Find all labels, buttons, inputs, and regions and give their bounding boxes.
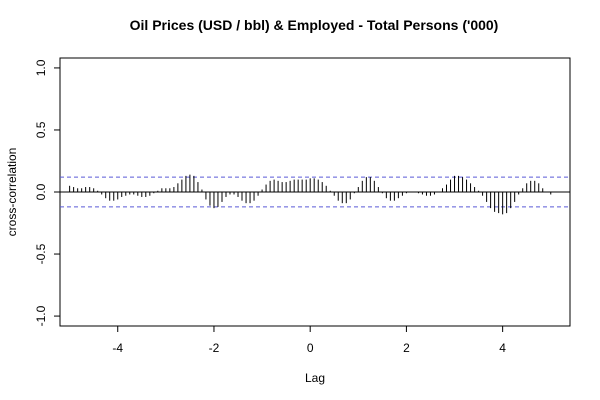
y-axis-label: cross-correlation: [5, 148, 19, 237]
y-tick-label: 0.0: [34, 183, 48, 200]
y-tick-label: -1.0: [34, 305, 48, 326]
y-tick-label: 0.5: [34, 121, 48, 138]
x-tick-label: 4: [499, 341, 506, 355]
y-tick-label: -0.5: [34, 243, 48, 264]
chart-title: Oil Prices (USD / bbl) & Employed - Tota…: [130, 17, 499, 33]
x-tick-label: -2: [209, 341, 220, 355]
x-tick-label: 2: [403, 341, 410, 355]
ccf-bars: [69, 174, 552, 215]
x-axis: -4 -2 0 2 4: [112, 326, 506, 355]
x-tick-label: 0: [307, 341, 314, 355]
x-axis-label: Lag: [305, 371, 325, 385]
y-axis: -1.0 -0.5 0.0 0.5 1.0: [34, 59, 60, 326]
y-tick-label: 1.0: [34, 59, 48, 76]
x-tick-label: -4: [112, 341, 123, 355]
